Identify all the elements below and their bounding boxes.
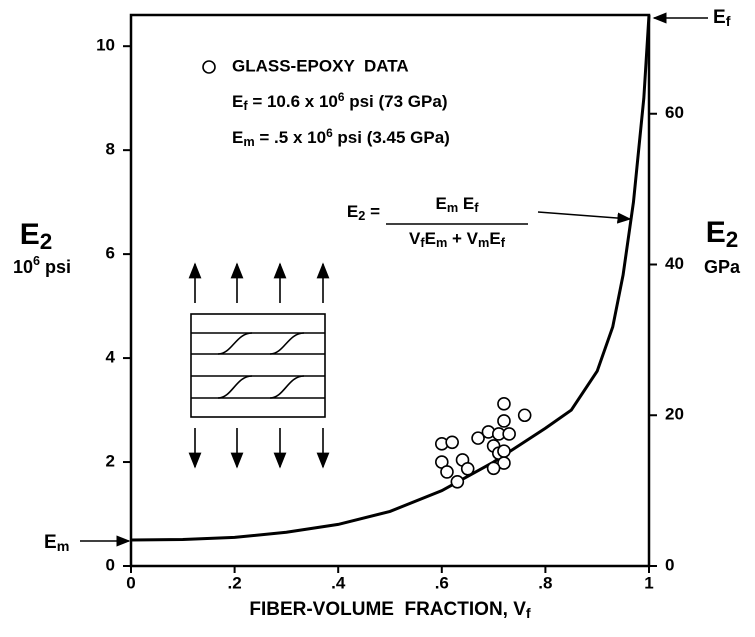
text-part: f [420,235,425,250]
text-part: E [706,216,726,249]
formula-lhs: E2 = [347,202,380,223]
data-point [450,474,465,489]
y-tick-label: 6 [106,244,115,263]
text-part: f [526,606,531,622]
text-part: E [436,194,447,213]
x-tick-label: 0 [126,573,135,592]
text-part: 10 [13,257,33,277]
x-tick-label: .8 [538,573,552,592]
text-part: = [365,202,380,221]
text-part: = .5 x 10 [255,128,326,147]
text-part: E [713,7,726,28]
text-part: 6 [33,254,40,268]
text-part: E [458,194,474,213]
y-tick-label: 0 [106,555,115,574]
curve [130,14,651,542]
y-tick-label: 8 [106,140,115,159]
y-tick-label: 4 [106,348,116,367]
data-point [497,444,511,458]
pointer-arrows [80,12,708,547]
text-part: m [57,539,70,555]
y2-axis-unit: GPa [704,257,741,277]
text-part: f [243,98,248,113]
text-part: GPa [704,257,741,277]
text-part: 2 [40,229,53,254]
text-part: f [726,14,731,30]
text-part: E [44,532,57,553]
annotation: Em = .5 x 106 psi (3.45 GPa) [232,126,450,150]
data-point [497,397,511,411]
specimen-diagram [188,262,330,469]
data-point [497,414,511,428]
text-part: m [243,134,254,149]
text-part: 2 [726,227,739,252]
legend-marker [202,60,216,74]
plot-frame [129,13,651,568]
text-part: E [20,218,40,251]
x-axis-label: FIBER-VOLUME FRACTION, Vf [249,599,531,622]
data-point [502,427,516,441]
y2-tick-label: 20 [665,405,684,424]
text-part: = 10.6 x 10 [248,92,338,111]
text-part: + V [447,229,478,248]
y-tick-label: 2 [106,452,115,471]
text-part: E [489,229,500,248]
text-part: FIBER-VOLUME FRACTION, V [249,599,526,620]
text-part: 2 [358,208,365,223]
x-tick-label: 1 [644,573,653,592]
y-axis-unit: 106 psi [13,254,71,276]
text-part: f [474,200,479,215]
text-part: E [232,92,243,111]
y2-tick-label: 60 [665,103,684,122]
y2-tick-label: 0 [665,555,674,574]
text-part: V [409,229,421,248]
text-part: E [347,202,358,221]
text-part: psi (73 GPa) [345,92,448,111]
text-part: 6 [326,126,333,140]
data-point [445,435,459,450]
text-part: m [447,200,458,215]
y-axis-label: E2 [20,218,53,254]
x-tick-label: .4 [331,573,346,592]
x-tick-label: .6 [435,573,449,592]
data-point [440,465,454,479]
text-part: f [501,235,506,250]
text-part: 6 [338,90,345,104]
data-point [471,431,485,445]
formula-numerator: Em Ef [436,194,480,215]
data-point [460,461,475,476]
legend-label: GLASS-EPOXY DATA [232,56,409,75]
x-tick-label: .2 [228,573,242,592]
arrow-label: Ef [713,7,731,30]
formula-denominator: VfEm + VmEf [409,229,506,250]
y2-tick-label: 40 [665,254,684,273]
text-part: m [436,235,447,250]
text-part: E [425,229,436,248]
annotation: Ef = 10.6 x 106 psi (73 GPa) [232,90,447,114]
arrow-label: Em [44,532,69,555]
y2-axis-label: E2 [706,216,739,252]
data-point [517,408,532,423]
y-tick-label: 10 [96,36,115,55]
text-part: psi [40,257,71,277]
text-part: psi (3.45 GPa) [333,128,450,147]
data-point [486,461,501,476]
text-part: E [232,128,243,147]
text-part: m [478,235,489,250]
